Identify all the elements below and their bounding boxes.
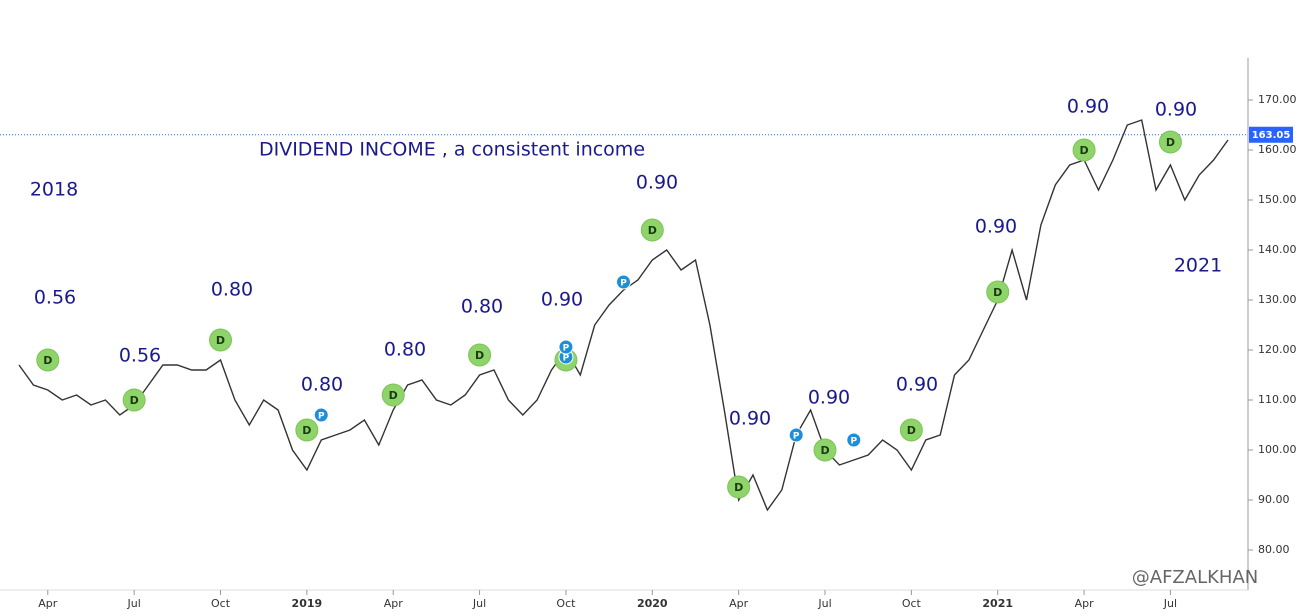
dividend-marker xyxy=(295,418,319,442)
y-tick-label: 160.00 xyxy=(1258,143,1297,156)
marker-label: D xyxy=(648,224,657,237)
marker-label: P xyxy=(563,344,570,354)
x-tick-label: Oct xyxy=(211,597,231,610)
annotation: 0.90 xyxy=(1155,99,1197,121)
x-tick-label: 2020 xyxy=(637,597,668,610)
annotation: 0.56 xyxy=(119,345,161,367)
marker-label: D xyxy=(302,424,311,437)
annotation: 0.80 xyxy=(301,374,343,396)
y-tick-label: 140.00 xyxy=(1258,243,1297,256)
x-tick-label: Apr xyxy=(1075,597,1095,610)
annotation: 2021 xyxy=(1174,255,1222,277)
dividend-marker xyxy=(727,475,751,499)
dividend-marker xyxy=(36,348,60,372)
x-tick-label: 2019 xyxy=(292,597,323,610)
y-tick-label: 130.00 xyxy=(1258,293,1297,306)
x-tick-label: 2021 xyxy=(982,597,1013,610)
marker-label: D xyxy=(1080,144,1089,157)
annotation: DIVIDEND INCOME , a consistent income xyxy=(259,139,645,161)
marker-label: P xyxy=(793,432,800,442)
marker-label: D xyxy=(993,286,1002,299)
dividend-marker xyxy=(468,343,492,367)
annotation: 0.90 xyxy=(636,172,678,194)
p-marker xyxy=(846,432,862,448)
x-tick-label: Apr xyxy=(38,597,58,610)
marker-label: D xyxy=(43,354,52,367)
y-tick-label: 100.00 xyxy=(1258,443,1297,456)
watermark: @AFZALKHAN xyxy=(1132,567,1258,588)
p-marker xyxy=(616,274,632,290)
x-tick-label: Jul xyxy=(817,597,831,610)
x-tick-label: Oct xyxy=(556,597,576,610)
p-marker xyxy=(558,339,574,355)
annotation: 2018 xyxy=(30,179,78,201)
marker-label: P xyxy=(563,354,570,364)
marker-label: D xyxy=(389,389,398,402)
annotation: 0.90 xyxy=(975,216,1017,238)
annotation: 0.90 xyxy=(896,374,938,396)
marker-label: D xyxy=(1166,136,1175,149)
last-price-box xyxy=(1249,126,1293,143)
x-tick-label: Jul xyxy=(472,597,486,610)
dividend-marker xyxy=(381,383,405,407)
dividend-marker xyxy=(640,218,664,242)
annotation: 0.80 xyxy=(211,279,253,301)
y-tick-label: 80.00 xyxy=(1258,543,1290,556)
p-marker xyxy=(788,427,804,443)
dividend-marker xyxy=(899,418,923,442)
dividend-marker xyxy=(813,438,837,462)
x-tick-label: Oct xyxy=(902,597,922,610)
dividend-marker xyxy=(1072,138,1096,162)
marker-label: P xyxy=(318,412,325,422)
marker-label: D xyxy=(130,394,139,407)
marker-label: D xyxy=(820,444,829,457)
marker-label: D xyxy=(907,424,916,437)
y-tick-label: 110.00 xyxy=(1258,393,1297,406)
dividend-marker xyxy=(986,280,1010,304)
marker-label: D xyxy=(475,349,484,362)
dividend-marker xyxy=(1158,130,1182,154)
dividend-marker xyxy=(122,388,146,412)
dividend-marker xyxy=(209,328,233,352)
annotation: 0.90 xyxy=(729,408,771,430)
annotation: 0.90 xyxy=(541,289,583,311)
marker-label: P xyxy=(850,437,857,447)
y-tick-label: 90.00 xyxy=(1258,493,1290,506)
y-tick-label: 150.00 xyxy=(1258,193,1297,206)
marker-label: P xyxy=(620,279,627,289)
annotation: 0.90 xyxy=(808,387,850,409)
marker-label: D xyxy=(216,334,225,347)
y-tick-label: 120.00 xyxy=(1258,343,1297,356)
x-tick-label: Jul xyxy=(127,597,141,610)
price-line xyxy=(18,119,1229,512)
annotation: 0.90 xyxy=(1067,96,1109,118)
y-tick-label: 170.00 xyxy=(1258,93,1297,106)
last-price-label: 163.05 xyxy=(1252,130,1291,141)
p-marker xyxy=(313,407,329,423)
x-tick-label: Apr xyxy=(384,597,404,610)
x-tick-label: Apr xyxy=(729,597,749,610)
annotation: 0.56 xyxy=(34,287,76,309)
annotation: 0.80 xyxy=(461,296,503,318)
marker-label: D xyxy=(734,481,743,494)
annotation: 0.80 xyxy=(384,339,426,361)
x-tick-label: Jul xyxy=(1163,597,1177,610)
